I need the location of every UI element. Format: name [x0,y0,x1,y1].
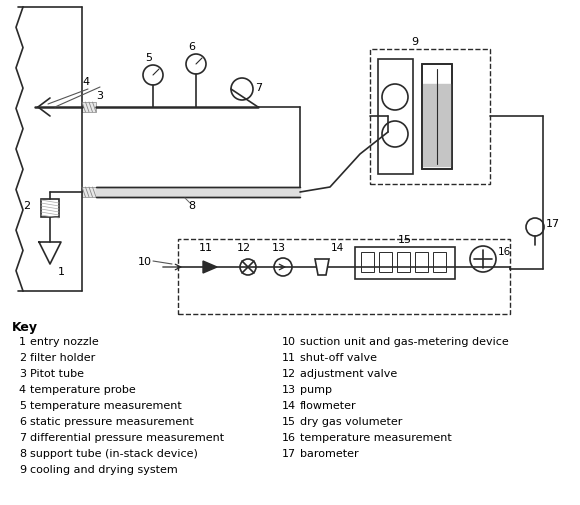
Text: Key: Key [12,321,38,334]
Bar [178,239,510,315]
Bar [370,50,490,185]
Text: 12: 12 [282,368,296,378]
Text: 16: 16 [282,432,296,442]
Text: 1: 1 [19,336,26,346]
Bar [361,252,374,273]
Bar [433,252,446,273]
Text: filter holder: filter holder [30,352,95,362]
Text: 8: 8 [19,448,26,458]
Polygon shape [203,262,217,274]
Bar [422,65,452,170]
Text: 6: 6 [188,42,195,52]
Text: 15: 15 [398,234,412,244]
Bar [415,252,428,273]
Text: 6: 6 [19,416,26,426]
Text: 14: 14 [331,242,345,252]
Text: 15: 15 [282,416,296,426]
Circle shape [319,261,325,267]
Text: 13: 13 [282,384,296,394]
Text: differential pressure measurement: differential pressure measurement [30,432,224,442]
Text: 8: 8 [188,200,195,211]
Text: 7: 7 [255,83,262,93]
Text: 11: 11 [199,242,213,252]
Text: 2: 2 [19,352,26,362]
Text: 3: 3 [19,368,26,378]
Text: 10: 10 [282,336,296,346]
Text: 3: 3 [96,91,103,101]
Bar [355,247,455,279]
Text: 17: 17 [546,219,560,229]
Text: 12: 12 [237,242,251,252]
Text: 5: 5 [19,400,26,410]
Text: pump: pump [300,384,332,394]
Text: barometer: barometer [300,448,358,458]
Text: support tube (in-stack device): support tube (in-stack device) [30,448,198,458]
Bar [82,103,96,113]
Text: 9: 9 [411,37,419,47]
Text: 5: 5 [145,53,152,63]
Bar [379,252,392,273]
Text: static pressure measurement: static pressure measurement [30,416,194,426]
Bar [378,60,413,175]
Bar [82,188,96,197]
Text: Pitot tube: Pitot tube [30,368,84,378]
Polygon shape [315,260,329,275]
Text: adjustment valve: adjustment valve [300,368,397,378]
Text: temperature probe: temperature probe [30,384,136,394]
Bar [397,252,410,273]
Bar [422,65,452,170]
Text: 11: 11 [282,352,296,362]
Text: 9: 9 [19,464,26,474]
Text: 4: 4 [19,384,26,394]
Text: 1: 1 [58,267,65,276]
Bar [41,199,59,218]
Text: 14: 14 [282,400,296,410]
Text: suction unit and gas-metering device: suction unit and gas-metering device [300,336,509,346]
Text: temperature measurement: temperature measurement [300,432,452,442]
Text: temperature measurement: temperature measurement [30,400,182,410]
Text: 7: 7 [19,432,26,442]
Text: shut-off valve: shut-off valve [300,352,377,362]
Text: 4: 4 [82,77,89,87]
Text: cooling and drying system: cooling and drying system [30,464,177,474]
Text: 2: 2 [23,200,30,211]
Text: 13: 13 [272,242,286,252]
Text: dry gas volumeter: dry gas volumeter [300,416,403,426]
Text: flowmeter: flowmeter [300,400,357,410]
Text: 10: 10 [138,257,152,267]
Text: 17: 17 [282,448,296,458]
Text: 16: 16 [498,246,511,257]
Text: entry nozzle: entry nozzle [30,336,99,346]
